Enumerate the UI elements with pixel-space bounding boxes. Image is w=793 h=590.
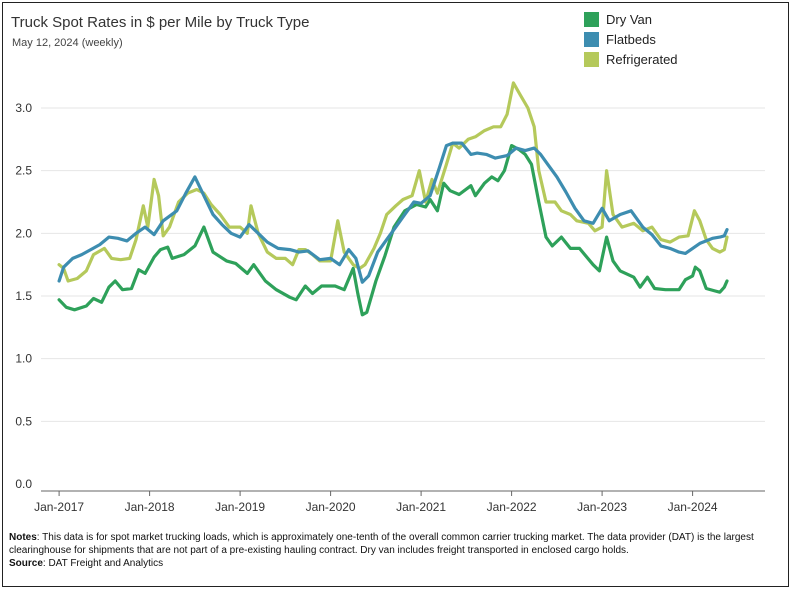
y-tick-label: 2.0	[15, 226, 32, 240]
x-tick-label: Jan-2018	[125, 500, 175, 514]
y-tick-label: 0.0	[15, 477, 32, 491]
notes-label: Notes	[9, 532, 37, 543]
x-tick-label: Jan-2020	[306, 500, 356, 514]
series-lines	[57, 81, 729, 317]
y-tick-label: 2.5	[15, 164, 32, 178]
legend-item-dry-van[interactable]: Dry Van	[584, 9, 678, 29]
x-tick-label: Jan-2021	[396, 500, 446, 514]
x-tick-label: Jan-2024	[668, 500, 718, 514]
chart-subtitle: May 12, 2024 (weekly)	[12, 37, 123, 49]
legend-label-dry-van: Dry Van	[606, 11, 652, 27]
series-line-flatbeds	[57, 141, 729, 284]
gridlines	[41, 107, 765, 422]
legend-label-flatbeds: Flatbeds	[606, 31, 656, 47]
legend-swatch-flatbeds	[584, 31, 599, 47]
legend: Dry Van Flatbeds Refrigerated	[584, 9, 678, 69]
x-tick-label: Jan-2022	[487, 500, 537, 514]
source-label: Source	[9, 558, 43, 569]
y-tick-label: 1.0	[15, 352, 32, 366]
source-text: : DAT Freight and Analytics	[42, 558, 164, 569]
legend-label-refrigerated: Refrigerated	[606, 51, 678, 67]
legend-swatch-dry-van	[584, 11, 599, 27]
source-paragraph: Source: DAT Freight and Analytics	[9, 557, 779, 570]
legend-swatch-refrigerated	[584, 51, 599, 67]
legend-item-refrigerated[interactable]: Refrigerated	[584, 49, 678, 69]
series-line-dry-van	[57, 144, 729, 317]
y-tick-label: 0.5	[15, 414, 32, 428]
legend-item-flatbeds[interactable]: Flatbeds	[584, 29, 678, 49]
notes-text: : This data is for spot market trucking …	[9, 532, 754, 556]
series-line-refrigerated	[57, 81, 729, 283]
y-tick-label: 3.0	[15, 101, 32, 115]
x-tick-label: Jan-2019	[215, 500, 265, 514]
chart-title: Truck Spot Rates in $ per Mile by Truck …	[11, 14, 310, 31]
axes: 0.0 0.5 1.0 1.5 2.0 2.5 3.0 Jan-2017 Jan-2018 Jan…	[15, 101, 765, 514]
x-tick-label: Jan-2023	[577, 500, 627, 514]
notes-paragraph: Notes: This data is for spot market truc…	[9, 531, 779, 557]
x-tick-label: Jan-2017	[34, 500, 84, 514]
y-tick-label: 1.5	[15, 289, 32, 303]
notes-block: Notes: This data is for spot market truc…	[9, 531, 779, 570]
